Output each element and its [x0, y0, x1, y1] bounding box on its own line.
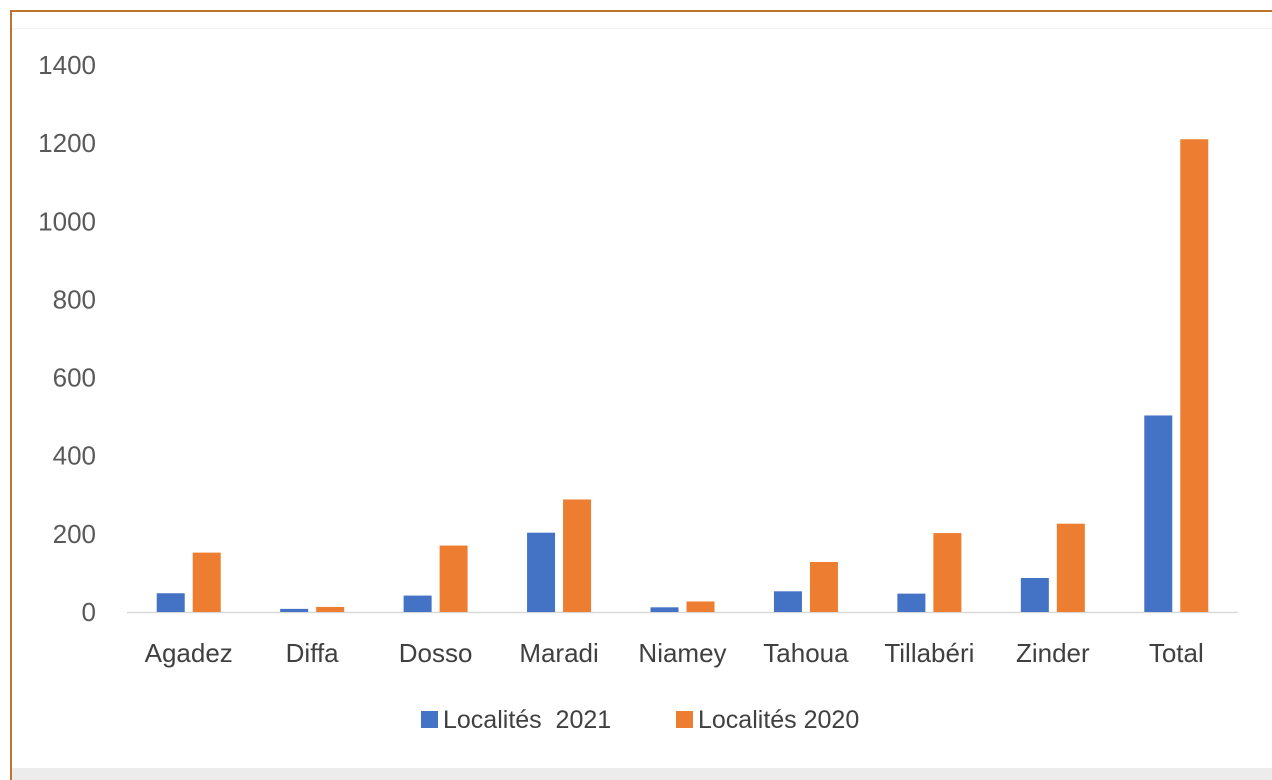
bars: [156, 139, 1209, 612]
bar-2020-tahoua: [809, 561, 838, 612]
y-tick-label: 0: [82, 597, 96, 627]
y-tick-label: 800: [53, 284, 96, 314]
x-axis-category-labels: Agadez Diffa Dosso Maradi Niamey Tahoua Tillab…: [145, 638, 1204, 668]
y-tick-label: 1400: [38, 50, 96, 80]
bar-2020-maradi: [563, 499, 592, 612]
x-category-label: Agadez: [145, 638, 233, 668]
bar-2020-tillabéri: [933, 533, 962, 612]
legend-label-2020: Localités 2020: [698, 706, 859, 734]
bar-2021-zinder: [1020, 578, 1049, 612]
x-category-label: Tahoua: [763, 638, 849, 668]
bar-2021-niamey: [650, 607, 679, 612]
legend: Localités 2021 Localités 2020: [421, 706, 859, 734]
y-axis-ticks: 0 200 400 600 800 1000 1200 1400: [38, 50, 96, 627]
bar-2020-total: [1180, 139, 1209, 612]
bar-2021-diffa: [280, 608, 309, 612]
x-category-label: Dosso: [399, 638, 473, 668]
x-category-label: Niamey: [638, 638, 726, 668]
bar-2020-zinder: [1056, 523, 1085, 612]
bar-2020-agadez: [192, 552, 221, 612]
bar-2020-niamey: [686, 601, 715, 612]
y-tick-label: 1200: [38, 128, 96, 158]
bar-2020-diffa: [316, 606, 345, 612]
legend-swatch-2021: [421, 711, 438, 728]
x-category-label: Zinder: [1016, 638, 1090, 668]
y-tick-label: 200: [53, 519, 96, 549]
y-tick-label: 400: [53, 441, 96, 471]
frame-bottom-strip: [12, 768, 1272, 780]
bar-2021-maradi: [527, 532, 556, 612]
y-tick-label: 600: [53, 363, 96, 393]
bar-2021-tahoua: [773, 591, 802, 612]
y-tick-label: 1000: [38, 206, 96, 236]
bar-2021-dosso: [403, 595, 432, 612]
legend-label-2021: Localités 2021: [443, 706, 611, 734]
legend-swatch-2020: [676, 711, 693, 728]
bar-2021-agadez: [156, 593, 185, 612]
x-category-label: Maradi: [519, 638, 598, 668]
bar-2020-dosso: [439, 545, 468, 612]
bar-2021-tillabéri: [897, 593, 926, 612]
x-category-label: Total: [1149, 638, 1204, 668]
frame-top-line: [12, 28, 1272, 29]
x-category-label: Tillabéri: [884, 638, 974, 668]
chart-frame: [10, 10, 1272, 780]
bar-2021-total: [1144, 415, 1173, 612]
x-category-label: Diffa: [286, 638, 340, 668]
